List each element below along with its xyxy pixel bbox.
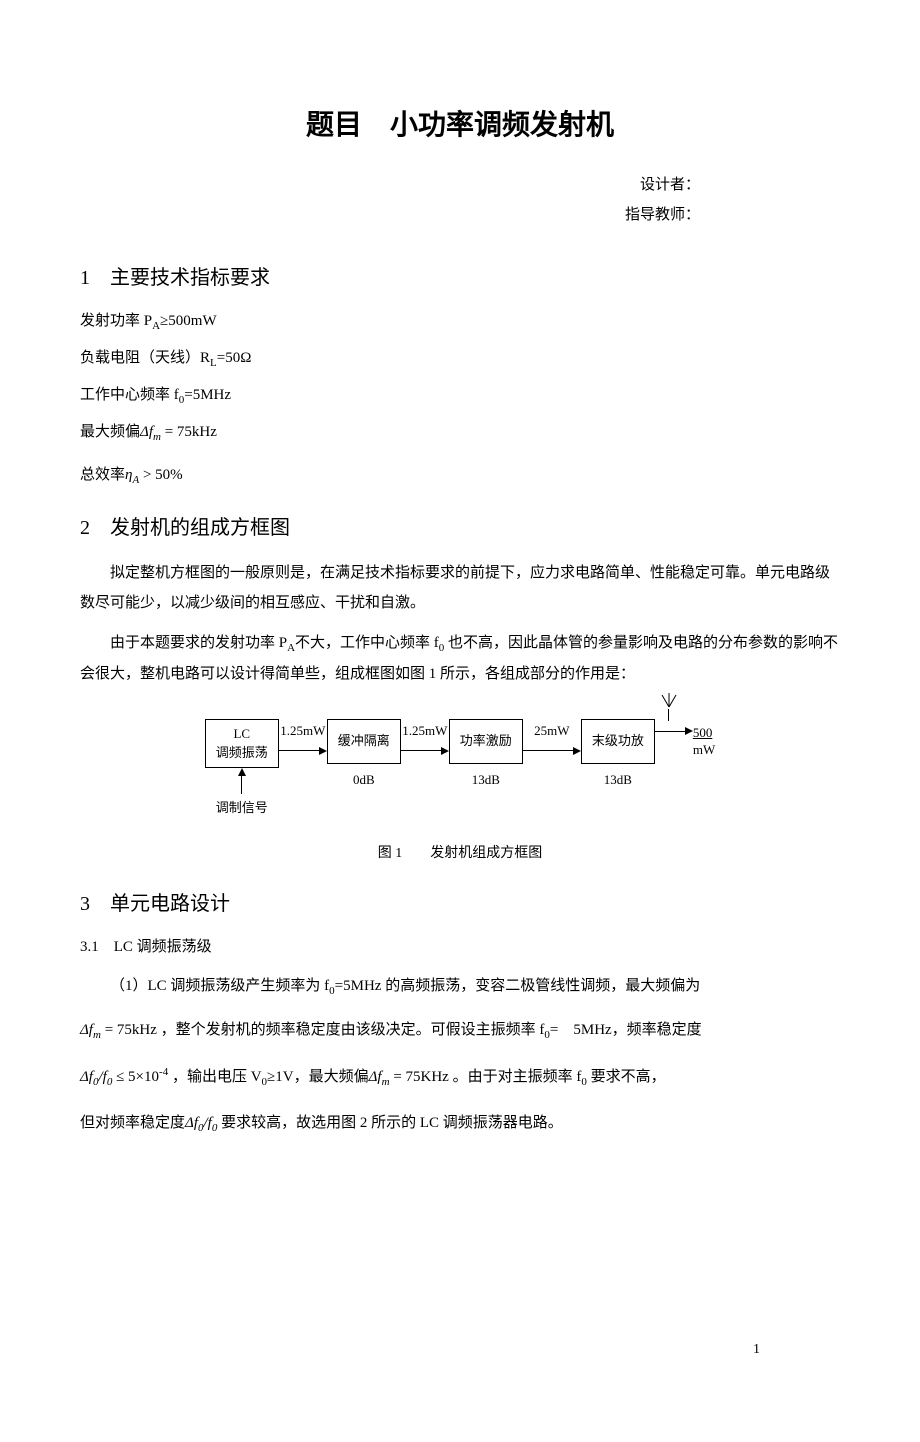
section3-para1: （1）LC 调频振荡级产生频率为 f0=5MHz 的高频振荡，变容二极管线性调频… — [80, 971, 840, 1002]
section3-para2: Δfm = 75kHz ，整个发射机的频率稳定度由该级决定。可假设主振频率 f0… — [80, 1012, 840, 1048]
section3-para3: Δf0/f0 ≤ 5×10-4 ，输出电压 V0≥1V，最大频偏Δfm = 75… — [80, 1059, 840, 1095]
block-final-gain: 13dB — [604, 768, 632, 786]
block-buffer: 缓冲隔离 — [327, 719, 401, 763]
page-number: 1 — [753, 1337, 760, 1362]
block-lc-oscillator: LC 调频振荡 — [205, 719, 279, 767]
section3-para4: 但对频率稳定度Δf0/f0 要求较高，故选用图 2 所示的 LC 调频振荡器电路… — [80, 1105, 840, 1141]
arrow3-label: 25mW — [534, 719, 569, 742]
page-title: 题目 小功率调频发射机 — [80, 100, 840, 150]
antenna-icon — [645, 693, 693, 721]
block-driver: 功率激励 — [449, 719, 523, 763]
designer-label: 设计者： — [80, 170, 700, 200]
arrow2-label: 1.25mW — [402, 719, 447, 742]
spec-deviation: 最大频偏Δfm = 75kHz — [80, 419, 840, 448]
author-block: 设计者： 指导教师： — [80, 170, 700, 230]
block-driver-gain: 13dB — [472, 768, 500, 786]
section2-heading: 2 发射机的组成方框图 — [80, 510, 840, 546]
section3-1-heading: 3.1 LC 调频振荡级 — [80, 934, 840, 961]
section1-heading: 1 主要技术指标要求 — [80, 260, 840, 296]
spec-freq: 工作中心频率 f0=5MHz — [80, 382, 840, 411]
section3-heading: 3 单元电路设计 — [80, 886, 840, 922]
arrow1-label: 1.25mW — [280, 719, 325, 742]
figure1-caption: 图 1 发射机组成方框图 — [80, 841, 840, 866]
input-signal-label: 调制信号 — [216, 796, 268, 819]
block-buffer-gain: 0dB — [353, 768, 375, 786]
block-final-amp: 末级功放 — [581, 719, 655, 763]
block-diagram: LC 调频振荡 调制信号 1.25mW 缓冲隔离 0dB 1.25mW — [80, 709, 840, 829]
section2-para1: 拟定整机方框图的一般原则是，在满足技术指标要求的前提下，应力求电路简单、性能稳定… — [80, 558, 840, 618]
instructor-label: 指导教师： — [80, 200, 700, 230]
spec-load: 负载电阻（天线）RL=50Ω — [80, 345, 840, 374]
section2-para2: 由于本题要求的发射功率 PA不大，工作中心频率 f0 也不高，因此晶体管的参量影… — [80, 628, 840, 689]
spec-efficiency: 总效率ηA > 50% — [80, 462, 840, 491]
spec-power: 发射功率 PA≥500mW — [80, 308, 840, 337]
output-power-label: 500mW — [693, 725, 715, 759]
